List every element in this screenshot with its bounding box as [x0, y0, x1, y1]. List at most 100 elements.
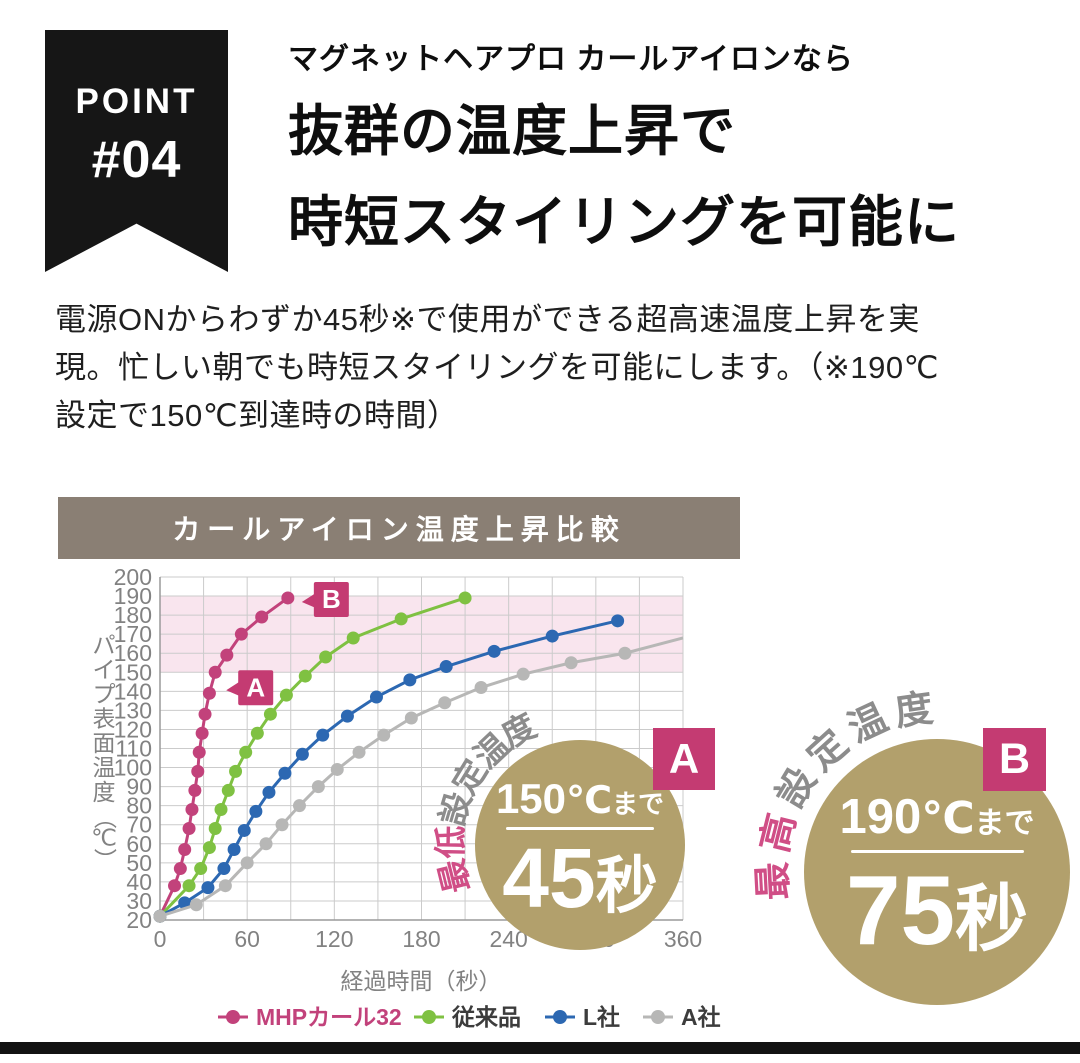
y-axis-label-char: イ — [93, 657, 116, 683]
chart-canvas: 2030405060708090100110120130140150160170… — [91, 564, 721, 1030]
series-point — [279, 688, 293, 702]
badge-time-line: 75 秒 — [845, 855, 1028, 966]
series-point — [198, 707, 212, 721]
badge-arc-char: 度 — [892, 687, 937, 735]
callout-box — [313, 581, 349, 617]
chart-title-bar: カールアイロン温度上昇比較 — [58, 497, 740, 559]
badge-letter: B — [983, 728, 1046, 791]
y-tick-label: 50 — [126, 850, 152, 876]
series-point — [564, 656, 578, 670]
x-tick-label: 180 — [402, 926, 440, 952]
y-axis-label-char: 度 — [93, 779, 116, 805]
y-tick-label: 180 — [114, 602, 152, 628]
y-tick-label: 170 — [114, 621, 152, 647]
y-tick-label: 190 — [114, 583, 152, 609]
y-tick-label: 120 — [114, 716, 152, 742]
legend-label: 従来品 — [451, 1004, 521, 1030]
series-point — [249, 804, 263, 818]
y-tick-label: 70 — [126, 812, 152, 838]
series-point — [369, 690, 383, 704]
series-point — [439, 660, 453, 674]
series-point — [394, 612, 408, 626]
bottom-bar — [0, 1042, 1080, 1054]
series-point — [295, 747, 309, 761]
badge-time-line: 45 秒 — [502, 830, 658, 925]
body-line: 現。忙しい朝でも時短スタイリングを可能にします。（※190℃ — [55, 350, 939, 385]
series-point — [229, 764, 243, 778]
headline-line2: 時短スタイリングを可能に — [288, 191, 961, 253]
series-point — [168, 879, 182, 893]
legend-dot — [422, 1010, 436, 1024]
y-tick-label: 140 — [114, 678, 152, 704]
series-point — [474, 681, 488, 695]
series-point — [218, 879, 232, 893]
y-axis-label-char: ） — [92, 848, 118, 871]
time-badge-a: 150 ℃ まで 45 秒 A 最低設定温度 — [423, 688, 737, 1002]
y-tick-label: 20 — [126, 907, 152, 933]
series-point — [458, 591, 472, 605]
series-point — [192, 745, 206, 759]
series-point — [214, 802, 228, 816]
series-point — [189, 898, 203, 912]
y-tick-label: 30 — [126, 888, 152, 914]
x-axis-label: 経過時間（秒） — [341, 968, 502, 994]
series-point — [220, 648, 234, 662]
series-point — [545, 629, 559, 643]
y-tick-label: 150 — [114, 659, 152, 685]
y-tick-label: 110 — [115, 736, 152, 762]
y-tick-label: 80 — [126, 793, 152, 819]
y-axis-label-char: 面 — [93, 730, 116, 756]
series-point — [292, 799, 306, 813]
series-point — [618, 646, 632, 660]
series-point — [259, 837, 273, 851]
body-line: 電源ONからわずか45秒※で使用ができる超高速温度上昇を実 — [55, 302, 920, 337]
series-point — [202, 841, 216, 855]
series-point — [227, 842, 241, 856]
series-point — [255, 610, 269, 624]
series-point — [250, 726, 264, 740]
series-point — [487, 644, 501, 658]
series-point — [191, 764, 205, 778]
callout-letter: B — [322, 584, 341, 614]
x-tick-label: 60 — [234, 926, 260, 952]
callout-pointer — [301, 592, 316, 608]
badge-circle: 150 ℃ まで 45 秒 — [475, 740, 685, 950]
series-point — [278, 766, 292, 780]
body-copy: 電源ONからわずか45秒※で使用ができる超高速温度上昇を実 現。忙しい朝でも時短… — [55, 296, 1045, 440]
series-point — [330, 762, 344, 776]
x-tick-label: 120 — [315, 926, 353, 952]
series-point — [234, 627, 248, 641]
y-tick-label: 130 — [114, 697, 152, 723]
series-point — [195, 726, 209, 740]
series-point — [202, 686, 216, 700]
point-ribbon: POINT #04 — [45, 30, 228, 272]
series-point — [262, 785, 276, 799]
badge-arc-char: 最 — [752, 860, 797, 901]
y-tick-label: 60 — [126, 831, 152, 857]
series-point — [201, 881, 215, 895]
y-tick-label: 160 — [114, 640, 152, 666]
y-axis-label-char: プ — [93, 681, 116, 707]
y-tick-label: 90 — [126, 774, 152, 800]
series-point — [173, 862, 187, 876]
legend-dot — [651, 1010, 665, 1024]
point-number: #04 — [91, 131, 182, 189]
series-point — [275, 818, 289, 832]
y-axis-label-char: パ — [93, 632, 116, 658]
y-axis-label-char: 表 — [93, 706, 116, 732]
series-point — [298, 669, 312, 683]
series-point — [208, 822, 222, 836]
point-label: POINT — [75, 82, 198, 121]
legend-label: MHPカール32 — [256, 1004, 402, 1030]
legend-dot — [553, 1010, 567, 1024]
series-point — [237, 823, 251, 837]
series-point — [221, 783, 235, 797]
legend-label: A社 — [681, 1004, 721, 1030]
badge-temp-line: 150 ℃ まで — [495, 774, 665, 822]
series-point — [188, 783, 202, 797]
series-point — [217, 862, 231, 876]
series-point — [263, 707, 277, 721]
series-point — [239, 745, 253, 759]
series-point — [153, 909, 167, 923]
callout-pointer — [226, 681, 241, 697]
